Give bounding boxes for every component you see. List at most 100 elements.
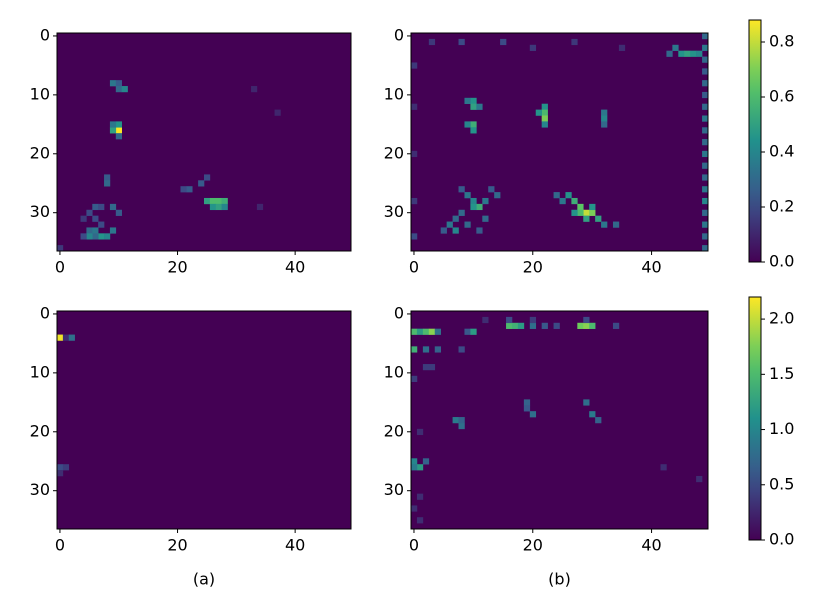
heatmap-cell [411,103,418,110]
heatmap-cell [92,227,99,234]
heatmap-cell [702,115,709,122]
heatmap-cell [109,127,117,134]
heatmap-cell [702,162,709,169]
heatmap-cell [80,215,87,222]
heatmap-cell [583,322,590,329]
heatmap-cell [458,422,465,430]
heatmap-cell [559,197,566,205]
heatmap-cell [256,203,264,211]
heatmap-cell [57,470,64,477]
heatmap-cell [529,44,537,51]
y-tick-label: 0 [40,303,50,322]
heatmap-cell [702,150,709,158]
heatmap-cell [571,209,578,216]
heatmap-cell [553,192,560,199]
heatmap-cell [98,221,105,228]
heatmap-cell [86,209,93,216]
colorbar-tick-label: 1.0 [769,419,794,438]
colorbar-tick-label: 0.5 [769,474,794,493]
heatmap-cell [428,38,436,46]
heatmap-cell [577,203,584,211]
heatmap-cell [541,322,548,329]
heatmap-cell [470,197,477,205]
heatmap-cell [115,133,122,140]
heatmap-cell [411,346,418,353]
x-tick-label: 40 [641,258,661,277]
colorbar-tick-label: 2.0 [769,309,794,328]
axes-frame [410,32,709,252]
heatmap-cell [535,109,542,116]
heatmap-cell [411,375,418,383]
heatmap-cell [458,209,465,216]
x-tick-label: 0 [409,258,419,277]
heatmap-cell [104,233,111,240]
x-tick-label: 40 [285,258,305,277]
heatmap-cell [589,411,596,418]
heatmap-cell [411,458,418,465]
heatmap-cell [696,475,703,483]
y-tick-label: 10 [30,84,50,103]
colorbar-tick-label: 1.5 [769,364,794,383]
heatmap-cell [494,192,501,199]
heatmap-cell [416,428,424,436]
heatmap-cell [702,80,709,87]
heatmap-cell [523,399,531,406]
x-tick-label: 0 [55,536,65,555]
heatmap-cell [482,197,489,205]
panel-caption: (a) [193,570,215,589]
heatmap-cell [464,97,471,105]
colorbar-tick-label: 0.0 [769,252,794,271]
heatmap-cell [68,334,75,341]
heatmap-cell [470,121,477,128]
heatmap-cell [452,215,459,222]
heatmap-cell [470,127,477,134]
x-tick-label: 20 [523,536,543,555]
heatmap-cell [215,197,222,205]
heatmap-cell [416,464,424,471]
heatmap-cell [482,215,489,222]
heatmap-cell [482,316,489,324]
heatmap-cell [452,417,459,424]
colorbar-tick-label: 0.4 [769,142,794,161]
heatmap-cell [702,221,709,228]
heatmap-cell [109,80,117,87]
heatmap-cell [702,139,709,146]
colorbar-tick-label: 0.6 [769,87,794,106]
y-tick-label: 20 [30,421,50,440]
heatmap-cell [115,86,122,93]
heatmap-cell [476,103,483,110]
heatmap-cell [464,328,471,335]
heatmap-cell [86,233,93,240]
heatmap-cell [702,209,709,216]
heatmap-cell [511,322,519,329]
heatmap-cell [702,91,709,99]
heatmap-cell [702,186,709,193]
colorbar [748,296,762,541]
heatmap-cell [571,197,578,205]
heatmap-cell [411,150,418,158]
heatmap-cell [618,44,626,51]
axes-frame [56,32,352,252]
heatmap-cell [422,458,430,465]
y-tick-label: 0 [394,303,404,322]
heatmap-cell [702,103,709,110]
y-tick-label: 30 [384,202,404,221]
heatmap-cell [57,334,64,341]
heatmap-cell [523,405,531,412]
heatmap-cell [115,80,122,87]
heatmap-cell [612,322,620,329]
heatmap-cell [702,33,709,40]
y-tick-label: 10 [384,362,404,381]
heatmap-cell [446,221,453,228]
heatmap-cell [411,233,418,240]
heatmap-cell [517,322,525,329]
heatmap-cell [109,227,117,234]
heatmap-cell [464,121,471,128]
heatmap-cell [80,233,87,240]
heatmap-cell [411,328,418,335]
y-tick-label: 10 [30,362,50,381]
heatmap-cell [541,115,548,122]
y-tick-label: 20 [384,143,404,162]
y-tick-label: 20 [384,421,404,440]
heatmap-cell [62,334,70,341]
